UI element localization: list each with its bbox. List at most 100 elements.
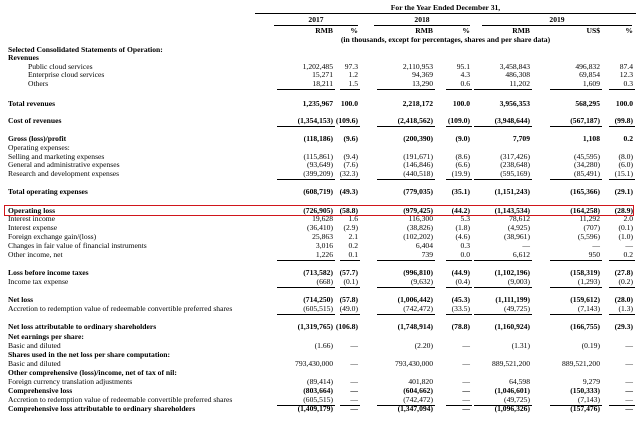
cell: (106.8) (335, 322, 358, 331)
cell: (166,755) (570, 322, 600, 331)
rule (277, 287, 335, 288)
row-label: Net earnings per share: (8, 332, 84, 341)
row-label: Research and development expenses (8, 169, 120, 178)
cell: 1,108 (582, 134, 600, 143)
cell: — (625, 404, 633, 413)
cell: — (462, 386, 470, 395)
rule (340, 314, 360, 315)
cell: 78,612 (509, 214, 530, 223)
cell: — (350, 404, 358, 413)
cell: (1.8) (455, 223, 470, 232)
header-note: (in thousands, except for percentages, s… (340, 35, 551, 44)
rule (609, 314, 635, 315)
cell: 6,404 (415, 241, 433, 250)
cell: — (462, 359, 470, 368)
rule (550, 126, 602, 127)
cell: — (350, 341, 358, 350)
cell: 1.6 (348, 214, 359, 223)
cell: (713,582) (303, 268, 333, 277)
row-label: Income tax expense (8, 277, 69, 286)
cell: 2,218,172 (402, 99, 433, 108)
row-label: Net loss (8, 295, 34, 304)
cell: 1,235,967 (302, 99, 333, 108)
cell: (8.6) (455, 152, 470, 161)
cell: (45.3) (451, 295, 470, 304)
cell: (9.0) (455, 134, 470, 143)
cell: — (350, 359, 358, 368)
rule (609, 126, 635, 127)
cell: (1,151,243) (494, 187, 530, 196)
cell: (1.0) (618, 232, 633, 241)
row-label: Foreign exchange gain/(loss) (8, 232, 97, 241)
cell: (35.1) (451, 187, 470, 196)
cell: (9,003) (507, 277, 530, 286)
rule (340, 287, 360, 288)
cell: (1,347,094) (397, 404, 433, 413)
rule (446, 287, 472, 288)
cell: (49.3) (339, 187, 358, 196)
cell: — (350, 395, 358, 404)
cell: — (350, 377, 358, 386)
cell: (0.1) (343, 277, 358, 286)
rule (474, 287, 532, 288)
cell: 5.3 (460, 214, 471, 223)
cell: 100.0 (452, 99, 470, 108)
year: 2017 (308, 15, 324, 24)
rule (446, 89, 472, 90)
row-label: Net loss attributable to ordinary shareh… (8, 322, 157, 331)
cell: (1.66) (314, 341, 333, 350)
cell: 0.0 (460, 250, 471, 259)
rule (474, 405, 532, 406)
rule (446, 260, 472, 261)
cell: (1,046,601) (494, 386, 530, 395)
rule (474, 89, 532, 90)
cell: (0.19) (581, 341, 600, 350)
cell: 6,612 (512, 250, 530, 259)
rule (255, 13, 636, 14)
rule (474, 314, 532, 315)
cell: (668) (316, 277, 333, 286)
cell: (32.3) (339, 169, 358, 178)
rule (474, 260, 532, 261)
row-label: Operating loss (8, 206, 56, 215)
cell: (49,725) (504, 395, 530, 404)
cell: (2.20) (414, 341, 433, 350)
cell: (27.8) (614, 268, 633, 277)
rule (550, 287, 602, 288)
cell: (78.8) (451, 322, 470, 331)
cell: 3,458,843 (499, 62, 530, 71)
row-label: Interest expense (8, 223, 58, 232)
cell: (200,390) (403, 134, 433, 143)
rule (340, 179, 360, 180)
unit: % (462, 26, 470, 35)
rule (377, 405, 435, 406)
cell: 1,226 (315, 250, 333, 259)
cell: 12.3 (619, 70, 633, 79)
rule (609, 287, 635, 288)
cell: 69,854 (579, 70, 600, 79)
cell: (150,333) (570, 386, 600, 395)
rule (446, 405, 472, 406)
cell: (9.4) (343, 152, 358, 161)
cell: 100.0 (340, 99, 358, 108)
cell: 1.2 (348, 70, 359, 79)
cell: (28.0) (614, 295, 633, 304)
cell: (317,426) (500, 152, 530, 161)
rule (474, 126, 532, 127)
cell: (118,186) (303, 134, 333, 143)
rule (340, 89, 360, 90)
row-label: Selected Consolidated Statements of Oper… (8, 45, 163, 54)
cell: (9.6) (343, 134, 358, 143)
cell: 2.0 (623, 214, 634, 223)
cell: (238,648) (500, 160, 530, 169)
cell: (567,187) (570, 116, 600, 125)
cell: (6.6) (455, 160, 470, 169)
cell: 889,521,200 (492, 359, 530, 368)
cell: 0.1 (348, 250, 359, 259)
cell: (707) (583, 223, 600, 232)
cell: (85,491) (574, 169, 600, 178)
cell: (605,515) (303, 304, 333, 313)
unit: US$ (586, 26, 600, 35)
row-label: Other income, net (8, 250, 63, 259)
